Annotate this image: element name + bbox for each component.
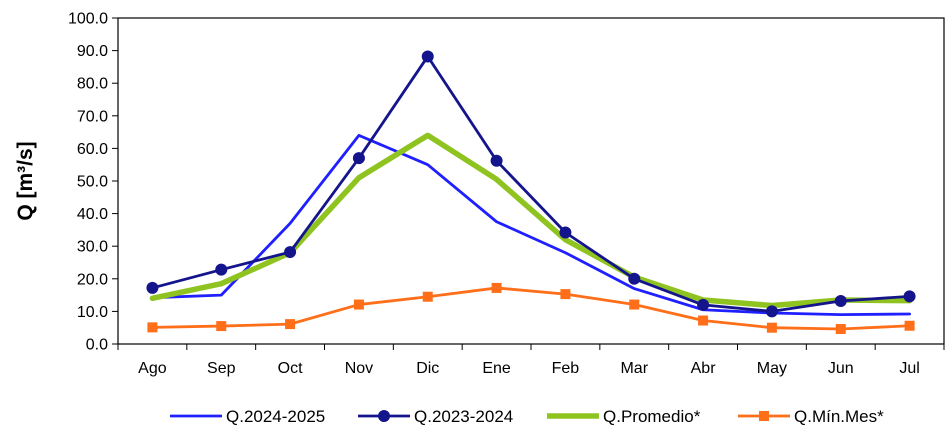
data-point xyxy=(421,50,434,63)
data-point xyxy=(765,305,778,318)
y-tick-label: 90.0 xyxy=(77,43,108,60)
data-point xyxy=(490,154,503,167)
x-tick-label: May xyxy=(757,360,787,377)
x-tick-label: Dic xyxy=(416,360,439,377)
legend-item: Q.2023-2024 xyxy=(358,407,513,426)
x-tick-label: Feb xyxy=(552,360,580,377)
data-point xyxy=(491,282,502,293)
y-tick-label: 10.0 xyxy=(77,304,108,321)
y-tick-label: 30.0 xyxy=(77,239,108,256)
x-tick-label: Sep xyxy=(207,360,236,377)
series-line xyxy=(149,132,913,309)
y-tick-label: 20.0 xyxy=(77,271,108,288)
y-tick-label: 70.0 xyxy=(77,108,108,125)
data-point xyxy=(353,299,364,310)
x-axis-ticks: Ago Sep Oct Nov Dic Ene Feb Mar Abr May Jun Jul xyxy=(117,344,945,377)
legend-label: Q.Mín.Mes* xyxy=(794,407,884,426)
data-point xyxy=(766,322,777,333)
y-tick-label: 50.0 xyxy=(77,174,108,191)
data-point xyxy=(835,324,846,335)
series-3 xyxy=(147,282,915,335)
legend-item: Q.2024-2025 xyxy=(170,407,325,426)
y-axis-label: Q [m³/s] xyxy=(14,141,37,220)
data-point xyxy=(628,272,641,285)
x-tick-label: Oct xyxy=(278,360,303,377)
series-2 xyxy=(149,132,913,309)
legend-label: Q.Promedio* xyxy=(603,407,701,426)
legend-item: Q.Mín.Mes* xyxy=(738,407,884,426)
data-point xyxy=(284,246,297,259)
data-point xyxy=(285,319,296,330)
y-axis-title: Q [m³/s] xyxy=(14,141,37,220)
legend-swatch-marker xyxy=(378,410,390,422)
data-point xyxy=(629,299,640,310)
data-point xyxy=(422,291,433,302)
x-tick-label: Jul xyxy=(899,360,919,377)
series-line xyxy=(151,55,911,313)
plot-area-frame xyxy=(117,17,945,345)
legend-label: Q.2024-2025 xyxy=(226,407,325,426)
x-tick-label: Ago xyxy=(138,360,167,377)
x-tick-label: Nov xyxy=(345,360,373,377)
data-point xyxy=(560,289,571,300)
y-tick-label: 0.0 xyxy=(86,337,108,354)
series-0 xyxy=(151,133,911,317)
series-line xyxy=(151,286,911,331)
y-tick-label: 80.0 xyxy=(77,76,108,93)
y-axis-ticks: 0.0 10.0 20.0 30.0 40.0 50.0 60.0 70.0 80.0 90.0 1… xyxy=(68,11,118,354)
y-tick-label: 100.0 xyxy=(68,11,108,28)
y-tick-label: 40.0 xyxy=(77,206,108,223)
data-point xyxy=(352,152,365,165)
data-point xyxy=(904,320,915,331)
x-tick-label: Ene xyxy=(482,360,511,377)
y-tick-label: 60.0 xyxy=(77,141,108,158)
data-point xyxy=(834,294,847,307)
series-layer xyxy=(146,50,916,335)
data-point xyxy=(146,281,159,294)
legend-swatch-marker xyxy=(759,411,769,421)
legend-label: Q.2023-2024 xyxy=(414,407,513,426)
legend: Q.2024-2025 Q.2023-2024 Q.Promedio* Q.Mín.M… xyxy=(170,407,884,426)
x-tick-label: Mar xyxy=(620,360,648,377)
data-point xyxy=(216,321,227,332)
series-line xyxy=(151,133,911,317)
x-tick-label: Abr xyxy=(691,360,717,377)
data-point xyxy=(697,298,710,311)
data-point xyxy=(698,315,709,326)
x-tick-label: Jun xyxy=(828,360,854,377)
data-point xyxy=(559,226,572,239)
series-1 xyxy=(146,50,916,318)
data-point xyxy=(903,290,916,303)
data-point xyxy=(147,322,158,333)
legend-item: Q.Promedio* xyxy=(547,407,701,426)
data-point xyxy=(215,263,228,276)
